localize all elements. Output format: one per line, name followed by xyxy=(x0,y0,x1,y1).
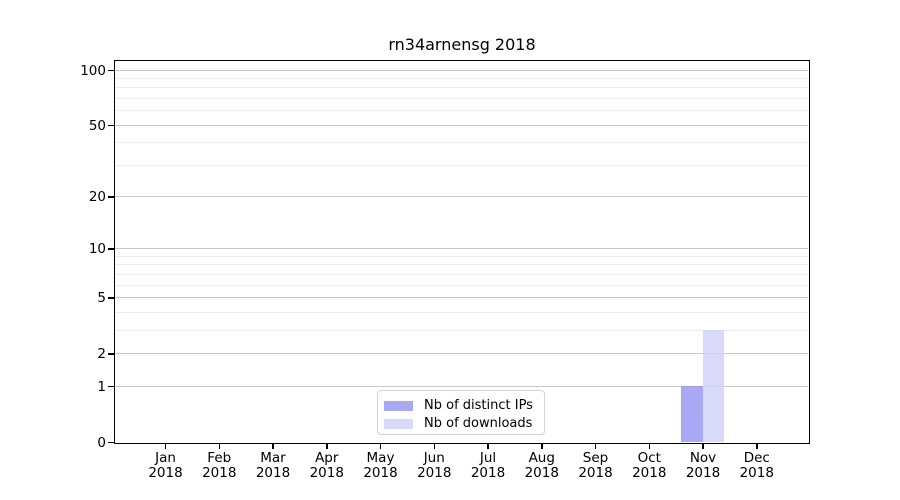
x-tick-month: Apr xyxy=(315,450,339,466)
y-tick-0 xyxy=(108,441,114,444)
x-tick-year: 2018 xyxy=(255,465,291,481)
x-tick-year: 2018 xyxy=(148,465,183,481)
x-tick-sep xyxy=(594,444,597,449)
major-gridline-1 xyxy=(115,385,808,387)
x-tick-year: 2018 xyxy=(309,465,344,481)
y-tick-label-2: 2 xyxy=(97,345,106,362)
x-tick-month: Dec xyxy=(743,450,770,466)
minor-gridline-60 xyxy=(115,110,808,112)
x-tick-label-aug: Aug 2018 xyxy=(510,451,574,481)
y-tick-label-0: 0 xyxy=(97,434,106,451)
legend-label-downloads: Nb of downloads xyxy=(424,416,533,431)
x-tick-month: Sep xyxy=(582,450,609,466)
x-tick-label-jul: Jul 2018 xyxy=(456,451,520,481)
x-tick-month: Feb xyxy=(207,450,232,466)
x-tick-year: 2018 xyxy=(363,465,398,481)
minor-gridline-9 xyxy=(115,255,808,257)
minor-gridline-80 xyxy=(115,87,808,89)
x-tick-year: 2018 xyxy=(685,465,721,481)
minor-gridline-3 xyxy=(115,329,808,331)
major-gridline-50 xyxy=(115,124,808,126)
x-tick-label-dec: Dec 2018 xyxy=(725,451,789,481)
minor-gridline-40 xyxy=(115,142,808,144)
legend-item-downloads: Nb of downloads xyxy=(384,416,536,432)
x-tick-year: 2018 xyxy=(632,465,667,481)
x-tick-month: Jan xyxy=(155,450,176,466)
x-tick-month: Oct xyxy=(637,450,661,466)
x-tick-label-oct: Oct 2018 xyxy=(617,451,681,481)
x-tick-month: Mar xyxy=(260,450,286,466)
y-tick-10 xyxy=(108,248,114,250)
x-tick-jul xyxy=(487,444,489,449)
x-tick-mar xyxy=(272,444,274,449)
x-tick-label-mar: Mar 2018 xyxy=(241,451,305,481)
x-tick-may xyxy=(379,444,382,449)
x-tick-year: 2018 xyxy=(524,465,559,481)
x-tick-month: Nov xyxy=(689,450,717,466)
major-gridline-100 xyxy=(115,69,808,71)
legend-label-distinct-ips: Nb of distinct IPs xyxy=(424,398,533,413)
y-tick-label-5: 5 xyxy=(97,290,106,307)
y-tick-label-1: 1 xyxy=(97,378,106,395)
y-tick-label-100: 100 xyxy=(80,62,106,79)
y-tick-2 xyxy=(108,353,114,355)
major-gridline-10 xyxy=(115,248,808,250)
x-tick-month: Jun xyxy=(423,450,445,466)
x-tick-label-jun: Jun 2018 xyxy=(402,451,466,481)
minor-gridline-4 xyxy=(115,311,808,313)
y-tick-1 xyxy=(108,385,114,388)
x-tick-month: Jul xyxy=(479,450,497,466)
major-gridline-5 xyxy=(115,297,808,299)
chart-title: rn34arnensg 2018 xyxy=(388,35,536,54)
x-tick-aug xyxy=(541,444,543,449)
legend-swatch-distinct-ips-icon xyxy=(384,401,413,411)
bar-downloads-nov xyxy=(702,330,724,442)
x-tick-feb xyxy=(218,444,220,449)
plot-area: Nb of distinct IPs Nb of downloads xyxy=(114,60,810,444)
x-tick-year: 2018 xyxy=(202,465,237,481)
major-gridline-2 xyxy=(115,352,808,354)
y-tick-100 xyxy=(108,69,114,72)
legend-swatch-downloads-icon xyxy=(384,419,413,429)
x-tick-label-feb: Feb 2018 xyxy=(187,451,251,481)
minor-gridline-70 xyxy=(115,97,808,99)
x-tick-label-sep: Sep 2018 xyxy=(564,451,628,481)
x-tick-year: 2018 xyxy=(578,465,613,481)
bar-distinct-ips-nov xyxy=(681,386,703,442)
y-tick-20 xyxy=(108,196,114,198)
minor-gridline-6 xyxy=(115,284,808,286)
minor-gridline-8 xyxy=(115,264,808,266)
x-tick-label-jan: Jan 2018 xyxy=(134,451,198,481)
minor-gridline-30 xyxy=(115,164,808,166)
x-tick-year: 2018 xyxy=(739,465,774,481)
x-tick-month: Aug xyxy=(528,450,555,466)
x-tick-jan xyxy=(164,444,167,449)
x-tick-nov xyxy=(702,444,704,449)
y-tick-label-50: 50 xyxy=(88,117,106,134)
x-tick-month: May xyxy=(366,450,395,466)
x-tick-year: 2018 xyxy=(417,465,452,481)
y-tick-5 xyxy=(108,297,114,299)
x-tick-label-nov: Nov 2018 xyxy=(671,451,735,481)
y-tick-50 xyxy=(108,124,114,127)
minor-gridline-90 xyxy=(115,77,808,79)
minor-gridline-7 xyxy=(115,273,808,275)
legend: Nb of distinct IPs Nb of downloads xyxy=(377,390,545,435)
x-tick-label-apr: Apr 2018 xyxy=(295,451,359,481)
y-tick-label-10: 10 xyxy=(88,241,106,258)
x-tick-label-may: May 2018 xyxy=(349,451,413,481)
legend-item-distinct-ips: Nb of distinct IPs xyxy=(384,398,536,414)
major-gridline-20 xyxy=(115,196,808,198)
x-tick-dec xyxy=(756,444,758,449)
x-tick-jun xyxy=(433,444,435,449)
x-tick-oct xyxy=(648,444,650,449)
x-tick-year: 2018 xyxy=(470,465,506,481)
x-tick-apr xyxy=(326,444,328,449)
y-tick-label-20: 20 xyxy=(88,189,106,206)
